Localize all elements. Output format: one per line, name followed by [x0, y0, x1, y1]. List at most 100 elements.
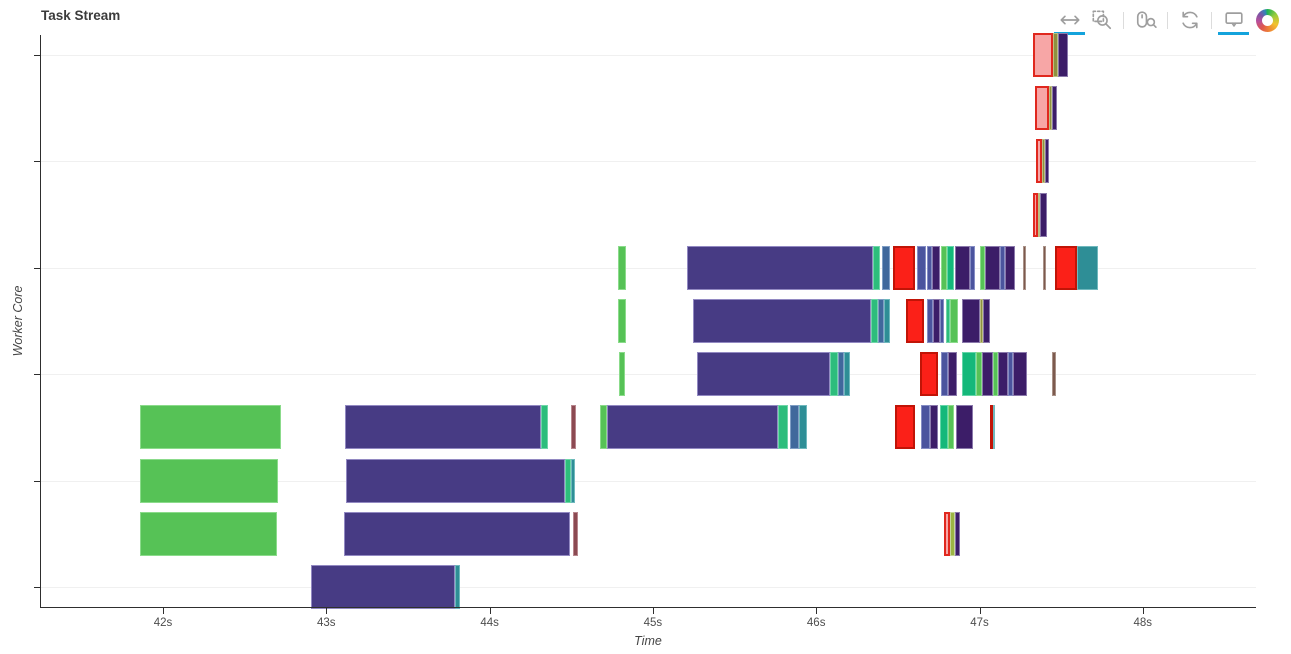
- task-bar[interactable]: [961, 352, 976, 397]
- task-bar[interactable]: [310, 565, 455, 609]
- task-bar[interactable]: [981, 352, 993, 397]
- task-bar[interactable]: [607, 405, 778, 450]
- task-bar[interactable]: [884, 299, 890, 343]
- task-bar[interactable]: [946, 245, 954, 290]
- task-bar[interactable]: [998, 352, 1008, 397]
- task-bar[interactable]: [969, 245, 975, 290]
- task-bar[interactable]: [992, 405, 995, 450]
- task-bar[interactable]: [999, 245, 1005, 290]
- task-bar[interactable]: [877, 299, 884, 343]
- task-bar[interactable]: [1007, 352, 1013, 397]
- task-bar[interactable]: [1058, 33, 1068, 77]
- task-bar[interactable]: [1053, 33, 1059, 77]
- task-bar[interactable]: [344, 405, 541, 450]
- task-bar[interactable]: [945, 299, 950, 343]
- task-bar[interactable]: [541, 405, 548, 450]
- tool-pan[interactable]: [1054, 8, 1085, 35]
- task-bar[interactable]: [1013, 352, 1027, 397]
- wheel-zoom-icon: [1136, 11, 1157, 28]
- task-bar[interactable]: [1035, 86, 1049, 131]
- task-bar[interactable]: [873, 245, 880, 290]
- task-bar[interactable]: [919, 352, 938, 397]
- task-bar[interactable]: [790, 405, 800, 450]
- task-bar[interactable]: [1036, 139, 1042, 184]
- tool-reset[interactable]: [1176, 8, 1203, 32]
- task-bar[interactable]: [799, 405, 808, 450]
- task-bar[interactable]: [940, 299, 944, 343]
- bokeh-logo-icon[interactable]: [1256, 8, 1279, 32]
- task-bar[interactable]: [1040, 192, 1048, 237]
- task-bar[interactable]: [618, 299, 626, 343]
- task-bar[interactable]: [917, 245, 926, 290]
- task-bar[interactable]: [932, 245, 940, 290]
- task-bar[interactable]: [1054, 245, 1077, 290]
- task-bar[interactable]: [980, 299, 983, 343]
- task-bar[interactable]: [975, 352, 982, 397]
- task-bar[interactable]: [1042, 139, 1045, 184]
- task-bar[interactable]: [949, 511, 955, 556]
- task-bar[interactable]: [930, 405, 938, 450]
- task-bar[interactable]: [982, 299, 990, 343]
- tool-hover[interactable]: [1218, 8, 1249, 35]
- task-bar[interactable]: [1038, 192, 1041, 237]
- task-bar[interactable]: [1052, 86, 1058, 131]
- task-bar[interactable]: [882, 245, 890, 290]
- task-bar[interactable]: [1033, 192, 1038, 237]
- task-bar[interactable]: [894, 405, 915, 450]
- task-bar[interactable]: [140, 511, 277, 556]
- task-bar[interactable]: [140, 405, 282, 450]
- tool-wheel-zoom[interactable]: [1132, 8, 1159, 32]
- task-bar[interactable]: [692, 299, 871, 343]
- task-bar[interactable]: [844, 352, 850, 397]
- task-bar[interactable]: [906, 299, 924, 343]
- bokeh-toolbar: [1054, 7, 1279, 35]
- task-bar[interactable]: [618, 245, 626, 290]
- task-bar[interactable]: [687, 245, 873, 290]
- task-bar[interactable]: [343, 511, 570, 556]
- task-bar[interactable]: [1043, 245, 1046, 290]
- task-bar[interactable]: [829, 352, 838, 397]
- task-bar[interactable]: [346, 458, 566, 503]
- task-bar[interactable]: [943, 511, 950, 556]
- task-bar[interactable]: [941, 352, 948, 397]
- task-bar[interactable]: [455, 565, 461, 609]
- task-bar[interactable]: [992, 352, 998, 397]
- task-bar[interactable]: [956, 405, 973, 450]
- task-bar[interactable]: [1005, 245, 1015, 290]
- task-bar[interactable]: [1022, 245, 1026, 290]
- task-bar[interactable]: [140, 458, 278, 503]
- task-bar[interactable]: [926, 299, 933, 343]
- task-bar[interactable]: [870, 299, 878, 343]
- task-bar[interactable]: [948, 352, 957, 397]
- task-bar[interactable]: [600, 405, 607, 450]
- task-bar[interactable]: [570, 405, 576, 450]
- task-bar[interactable]: [955, 511, 960, 556]
- task-bar[interactable]: [940, 405, 948, 450]
- task-bar[interactable]: [954, 245, 970, 290]
- task-bar[interactable]: [948, 405, 954, 450]
- task-bar[interactable]: [980, 245, 985, 290]
- task-bar[interactable]: [565, 458, 571, 503]
- task-bar[interactable]: [961, 299, 980, 343]
- task-bar[interactable]: [1049, 86, 1052, 131]
- task-bar[interactable]: [893, 245, 915, 290]
- task-bar[interactable]: [697, 352, 830, 397]
- task-bar[interactable]: [1051, 352, 1056, 397]
- tool-box-zoom[interactable]: [1088, 8, 1115, 32]
- task-bar[interactable]: [618, 352, 625, 397]
- task-bar[interactable]: [949, 299, 958, 343]
- task-bar[interactable]: [933, 299, 940, 343]
- task-bar[interactable]: [570, 458, 575, 503]
- task-bar[interactable]: [941, 245, 947, 290]
- task-bar[interactable]: [837, 352, 844, 397]
- task-bar[interactable]: [1077, 245, 1098, 290]
- task-bar[interactable]: [921, 405, 930, 450]
- task-bar[interactable]: [926, 245, 932, 290]
- task-bar[interactable]: [572, 511, 578, 556]
- task-bar[interactable]: [984, 245, 1000, 290]
- task-bar[interactable]: [778, 405, 788, 450]
- task-bar[interactable]: [1033, 33, 1053, 77]
- task-bar[interactable]: [1045, 139, 1050, 184]
